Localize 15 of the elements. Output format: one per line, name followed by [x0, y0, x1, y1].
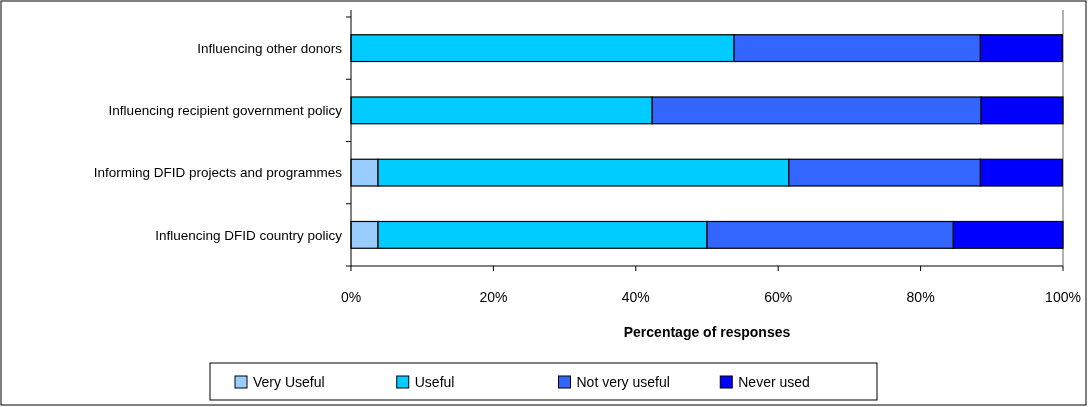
x-tick-label: 0%: [340, 289, 362, 305]
y-tick-label: Influencing recipient government policy: [108, 103, 343, 119]
x-tick-label: 80%: [906, 289, 935, 305]
y-tick-label: Informing DFID projects and programmes: [93, 165, 343, 181]
legend-label: Very Useful: [253, 373, 325, 390]
y-tick-label: Influencing other donors: [197, 40, 343, 56]
x-tick-label: 40%: [621, 289, 650, 305]
legend-label: Not very useful: [576, 373, 670, 390]
x-tick-label: 20%: [479, 289, 508, 305]
legend-label: Useful: [414, 373, 455, 390]
x-axis-title: Percentage of responses: [623, 324, 791, 340]
x-tick-label: 60%: [764, 289, 793, 305]
legend-label: Never used: [738, 373, 810, 390]
y-tick-label: Influencing DFID country policy: [155, 227, 343, 243]
x-tick-label: 100%: [1045, 289, 1081, 305]
